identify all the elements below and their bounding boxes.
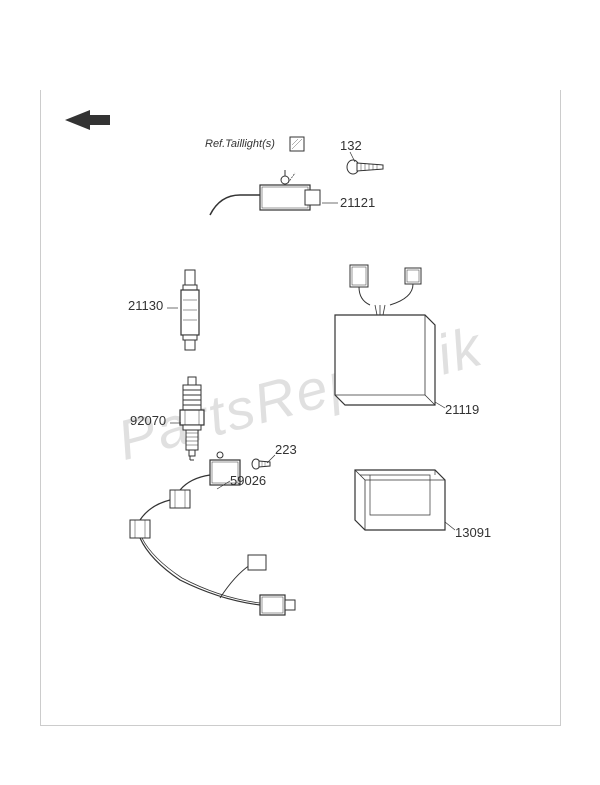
label-13091: 13091: [455, 525, 491, 540]
border-left: [40, 90, 41, 726]
leader-21121: [320, 195, 340, 213]
ref-taillight-label: Ref.Taillight(s): [205, 138, 275, 150]
label-21121: 21121: [340, 195, 375, 210]
leader-92070: [168, 415, 183, 433]
label-21119: 21119: [445, 402, 479, 417]
holder-13091: [345, 455, 455, 550]
label-59026: 59026: [230, 473, 266, 488]
leader-21130: [165, 300, 180, 318]
border-bottom: [40, 725, 560, 726]
taillight-ref-icon: [288, 135, 308, 160]
ignition-coil-21121: [200, 165, 340, 240]
label-92070: 92070: [130, 413, 166, 428]
label-132: 132: [340, 138, 362, 153]
border-right: [560, 90, 561, 726]
label-223: 223: [275, 442, 297, 457]
arrow-indicator: [60, 105, 120, 145]
leader-132: [340, 150, 360, 170]
label-21130: 21130: [128, 298, 163, 313]
igniter-21119: [315, 260, 445, 425]
